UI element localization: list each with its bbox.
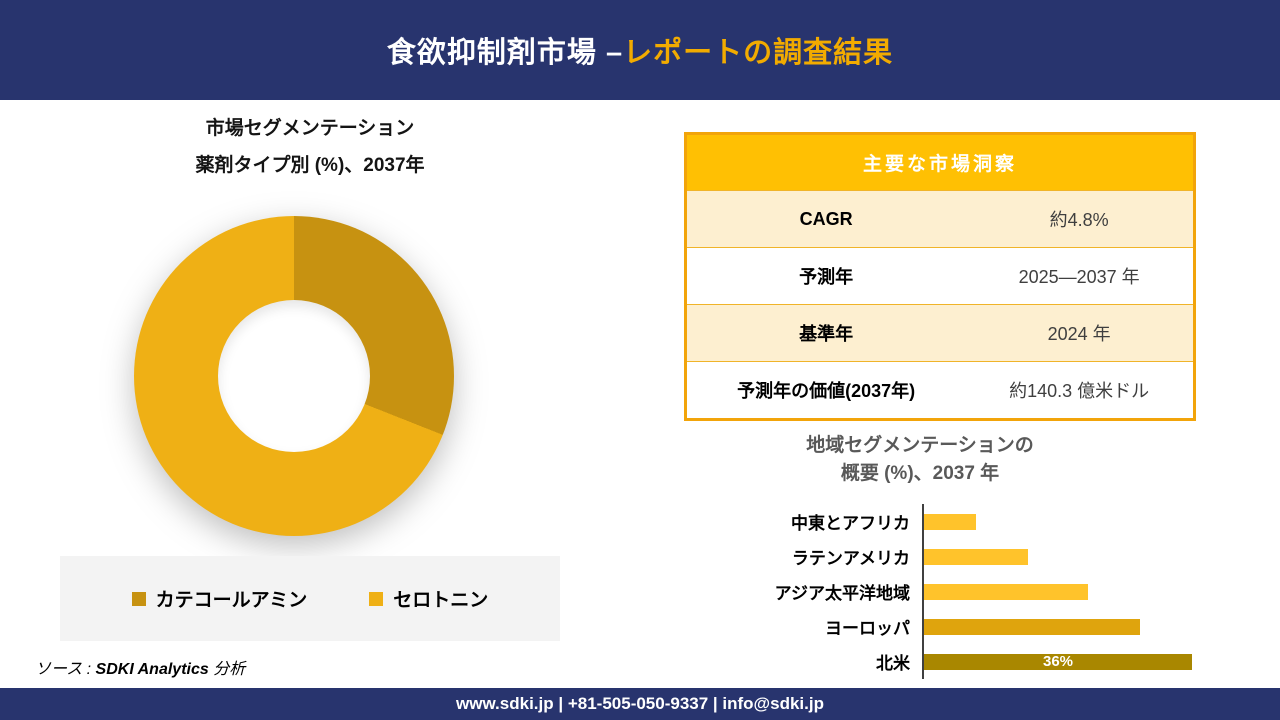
bar-track: 36% (924, 644, 1196, 679)
table-row: 予測年 2025—2037 年 (687, 247, 1193, 304)
legend-label-serotonin: セロトニン (393, 590, 489, 611)
bar-chart-title: 地域セグメンテーションの 概要 (%)、2037 年 (684, 432, 1156, 488)
page-title-report: レポートの調査結果 (623, 37, 894, 69)
bar-category-label: アジア太平洋地域 (774, 584, 910, 603)
legend-label-catecholamine: カテコールアミン (155, 590, 308, 611)
bar-category-label: ヨーロッパ (825, 619, 910, 638)
bar-category-label: 北米 (876, 654, 910, 673)
header-banner: 食欲抑制剤市場 –レポートの調査結果 (0, 0, 1280, 100)
table-row-label: 予測年 (799, 267, 854, 287)
footer-contact: www.sdki.jp | +81-505-050-9337 | info@sd… (456, 694, 824, 713)
bar: 36% (924, 653, 1192, 670)
table-row-value: 約4.8% (1049, 210, 1109, 230)
table-row-label: 予測年の価値(2037年) (737, 381, 916, 401)
bar (924, 548, 1028, 565)
bar-title-line1: 地域セグメンテーションの (806, 435, 1034, 456)
table-row-label: CAGR (799, 208, 853, 229)
legend-swatch-serotonin (369, 591, 384, 606)
bar-title-line2: 概要 (%)、2037 年 (840, 463, 1000, 484)
donut-ring (134, 216, 454, 536)
bar-track (924, 574, 1196, 609)
bar-category-labels: 中東とアフリカ ラテンアメリカアジア太平洋地域ヨーロッパ北米 (684, 504, 922, 679)
insights-table-header: 主要な市場洞察 (687, 135, 1193, 190)
source-prefix: ソース : (35, 661, 96, 678)
regional-bar-chart: 地域セグメンテーションの 概要 (%)、2037 年 中東とアフリカ ラテンアメリ… (684, 432, 1196, 682)
donut-chart-section: 市場セグメンテーション 薬剤タイプ別 (%)、2037年 カテコールアミン セロ… (60, 110, 560, 645)
donut-hole (218, 300, 370, 452)
page-title: 食欲抑制剤市場 –レポートの調査結果 (387, 29, 893, 71)
donut-title-line1: 市場セグメンテーション (205, 118, 415, 139)
table-row: 基準年 2024 年 (687, 304, 1193, 361)
bar-category-label: ラテンアメリカ (791, 549, 910, 568)
donut-chart-title: 市場セグメンテーション 薬剤タイプ別 (%)、2037年 (60, 110, 560, 184)
table-row-value: 2025—2037 年 (1018, 267, 1140, 287)
bar-track (924, 504, 1196, 539)
bar (924, 513, 976, 530)
table-row-value: 約140.3 億米ドル (1009, 381, 1150, 401)
source-suffix: 分析 (208, 661, 246, 678)
source-brand: SDKI Analytics (95, 661, 209, 678)
bar (924, 583, 1088, 600)
table-row-value: 2024 年 (1047, 324, 1111, 344)
footer-bar: www.sdki.jp | +81-505-050-9337 | info@sd… (0, 688, 1280, 720)
bar-category-label: 中東とアフリカ (791, 514, 910, 533)
legend-item-serotonin: セロトニン (369, 585, 488, 612)
bar-plot-area: 中東とアフリカ ラテンアメリカアジア太平洋地域ヨーロッパ北米 36% (684, 504, 1196, 679)
key-insights-table: 主要な市場洞察 CAGR 約4.8% 予測年 2025—2037 年 基準年 2… (684, 132, 1196, 421)
bar-track (924, 609, 1196, 644)
legend-item-catecholamine: カテコールアミン (131, 585, 308, 612)
table-row-label: 基準年 (799, 324, 854, 344)
source-note: ソース : SDKI Analytics 分析 (35, 655, 245, 679)
bar (924, 618, 1140, 635)
legend-swatch-catecholamine (131, 591, 146, 606)
bar-track (924, 539, 1196, 574)
page-title-market: 食欲抑制剤市場 – (386, 37, 624, 69)
donut-legend: カテコールアミン セロトニン (60, 556, 560, 641)
bar-data-label: 36% (1042, 653, 1074, 670)
table-row: CAGR 約4.8% (687, 190, 1193, 247)
table-row: 予測年の価値(2037年) 約140.3 億米ドル (687, 361, 1193, 418)
bar-rows: 36% (922, 504, 1196, 679)
donut-title-line2: 薬剤タイプ別 (%)、2037年 (195, 155, 425, 176)
